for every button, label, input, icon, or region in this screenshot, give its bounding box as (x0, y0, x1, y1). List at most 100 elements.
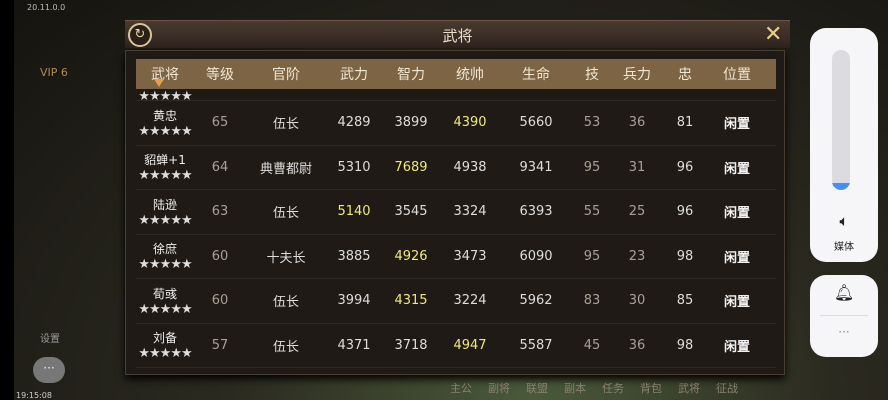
table-row[interactable]: 徐庶 ★★★★★ 60 十夫长 3885 4926 3473 6090 95 23 98 闲置 (136, 235, 776, 279)
settings-label[interactable]: 设置 (40, 334, 60, 345)
star-rating: ★★★★★ (138, 346, 192, 362)
rank-cell: 十夫长 (266, 250, 306, 266)
star-rating: ★★★★★ (138, 301, 192, 317)
skill-cell: 95 (583, 248, 601, 264)
intellect-cell: 4926 (394, 248, 428, 264)
troops-cell: 36 (628, 115, 646, 131)
troops-cell: 30 (628, 293, 646, 309)
table-header: 武将 等级 官阶 武力 智力 统帅 生命 技 兵力 忠 位置 (136, 59, 776, 89)
close-icon[interactable]: ✕ (764, 22, 783, 47)
rank-cell: 伍长 (272, 206, 299, 222)
divider (820, 315, 868, 316)
troops-cell: 36 (628, 337, 646, 353)
volume-fill (832, 183, 850, 190)
intellect-cell: 3545 (394, 204, 428, 220)
media-label: 媒体 (834, 242, 854, 253)
nav-alliance[interactable]: 联盟 (526, 382, 548, 395)
nav-dungeon[interactable]: 副本 (564, 382, 586, 395)
star-rating: ★★★★★ (138, 212, 192, 228)
table-row[interactable]: 黄忠 ★★★★★ 65 伍长 4289 3899 4390 5660 53 36 81 闲置 (136, 101, 776, 146)
troops-cell: 31 (628, 159, 646, 175)
hp-cell: 5660 (519, 115, 553, 131)
general-name: 黄忠 (152, 108, 177, 123)
table-row[interactable]: 陆逊 ★★★★★ 63 伍长 5140 3545 3324 6393 55 25 96 闲置 (136, 190, 776, 235)
position-cell: 闲置 (723, 161, 750, 177)
star-rating: ★★★★★ (138, 123, 192, 139)
table-row[interactable]: 荀彧 ★★★★★ 60 伍长 3994 4315 3224 5962 83 30 85 闲置 (136, 279, 776, 324)
level-cell: 57 (211, 337, 229, 353)
header-command[interactable]: 统帅 (456, 67, 484, 83)
loyalty-cell: 98 (676, 337, 694, 353)
general-name: 荀彧 (152, 286, 177, 301)
level-cell: 64 (211, 159, 229, 175)
refresh-icon[interactable]: ↻ (128, 23, 152, 47)
command-cell: 4938 (453, 159, 487, 175)
nav-bag[interactable]: 背包 (640, 382, 662, 395)
clock-text: 19:15:08 (16, 391, 52, 400)
header-level[interactable]: 等级 (206, 67, 234, 83)
nav-campaign[interactable]: 征战 (716, 382, 738, 395)
command-cell: 3324 (453, 204, 487, 220)
table-row[interactable]: 貂蝉+1 ★★★★★ 64 典曹都尉 5310 7689 4938 9341 95 31 96 闲置 (136, 146, 776, 190)
position-cell: 闲置 (723, 295, 750, 311)
nav-lord[interactable]: 主公 (450, 382, 472, 395)
general-name: 貂蝉+1 (144, 153, 186, 168)
bottom-nav: 主公 副将 联盟 副本 任务 背包 武将 征战 (450, 380, 738, 396)
header-force[interactable]: 武力 (340, 67, 368, 83)
more-options-button[interactable]: ··· (838, 325, 850, 339)
skill-cell: 95 (583, 159, 601, 175)
skill-cell: 83 (583, 293, 601, 309)
header-loyalty[interactable]: 忠 (678, 67, 692, 83)
rank-cell: 伍长 (272, 295, 299, 311)
version-text: 20.11.0.0 (27, 3, 66, 12)
header-hp[interactable]: 生命 (522, 67, 550, 83)
table-row[interactable]: 刘备 ★★★★★ 57 伍长 4371 3718 4947 5587 45 36 98 闲置 (136, 324, 776, 368)
vip-badge[interactable]: VIP 6 (40, 66, 68, 79)
force-cell: 3994 (337, 293, 371, 309)
hp-cell: 5587 (519, 337, 553, 353)
hp-cell: 6393 (519, 204, 553, 220)
header-skill[interactable]: 技 (585, 67, 599, 83)
level-cell: 60 (211, 248, 229, 264)
intellect-cell: 7689 (394, 159, 428, 175)
position-cell: 闲置 (723, 117, 750, 133)
general-cell: 貂蝉+1 ★★★★★ (136, 151, 194, 183)
nav-quest[interactable]: 任务 (602, 382, 624, 395)
hp-cell: 9341 (519, 159, 553, 175)
generals-table: 武将 等级 官阶 武力 智力 统帅 生命 技 兵力 忠 位置 ★★★★★ 黄忠 ★… (125, 50, 785, 375)
loyalty-cell: 85 (676, 293, 694, 309)
screen-edge (0, 0, 14, 400)
general-name: 徐庶 (152, 242, 177, 257)
general-name: 刘备 (152, 331, 177, 346)
header-intellect[interactable]: 智力 (397, 67, 425, 83)
general-name: 陆逊 (152, 197, 177, 212)
header-position[interactable]: 位置 (723, 67, 751, 83)
rank-cell: 伍长 (272, 339, 299, 355)
sort-arrow-icon (154, 79, 164, 87)
command-cell: 4947 (453, 337, 487, 353)
force-cell: 5140 (337, 204, 371, 220)
general-cell: 刘备 ★★★★★ (136, 329, 194, 361)
rank-cell: 典曹都尉 (259, 161, 312, 177)
force-cell: 5310 (337, 159, 371, 175)
general-cell: 徐庶 ★★★★★ (136, 240, 194, 272)
volume-panel: 🔈︎ 媒体 (810, 28, 878, 262)
skill-cell: 45 (583, 337, 601, 353)
rank-cell: 伍长 (272, 117, 299, 133)
nav-generals[interactable]: 武将 (678, 382, 700, 395)
bell-icon[interactable]: 🔔︎ (833, 283, 855, 302)
volume-slider[interactable] (832, 50, 850, 190)
nav-deputy[interactable]: 副将 (488, 382, 510, 395)
loyalty-cell: 81 (676, 115, 694, 131)
table-body[interactable]: ★★★★★ 黄忠 ★★★★★ 65 伍长 4289 3899 4390 5660 53 36 81 闲… (136, 89, 776, 368)
header-general[interactable]: 武将 (151, 67, 179, 83)
position-cell: 闲置 (723, 339, 750, 355)
speaker-icon[interactable]: 🔈︎ (839, 212, 849, 230)
header-rank[interactable]: 官阶 (272, 67, 300, 83)
loyalty-cell: 98 (676, 248, 694, 264)
troops-cell: 23 (628, 248, 646, 264)
header-troops[interactable]: 兵力 (623, 67, 651, 83)
star-rating: ★★★★★ (138, 168, 192, 184)
chat-more-button[interactable]: ··· (33, 357, 65, 383)
level-cell: 63 (211, 204, 229, 220)
